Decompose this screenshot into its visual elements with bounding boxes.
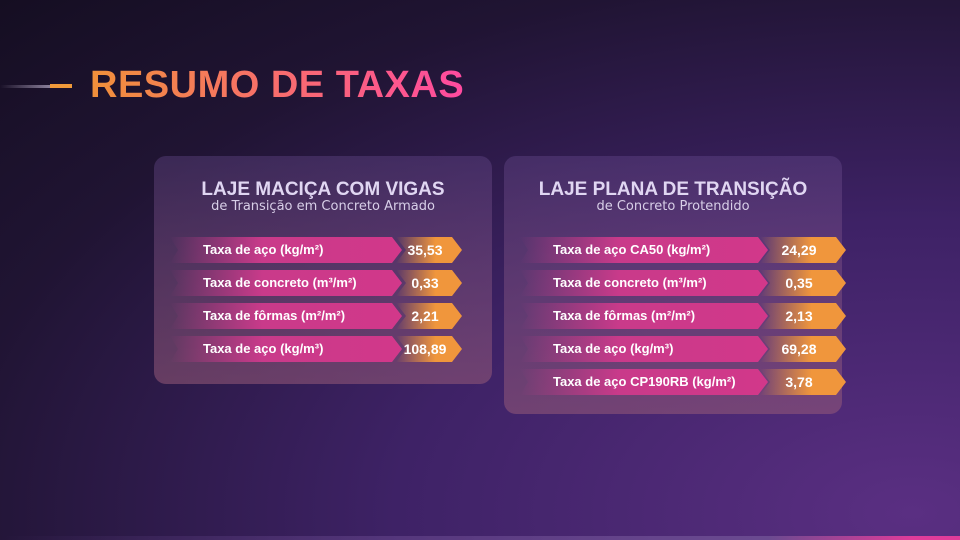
bottom-strip [0,536,960,540]
rate-bar [170,303,402,329]
card-laje-plana: LAJE PLANA DE TRANSIÇÃO de Concreto Prot… [504,156,842,414]
rate-label: Taxa de aço (kg/m³) [203,341,324,356]
rate-value: 2,13 [760,303,846,329]
rate-label: Taxa de aço (kg/m³) [553,341,674,356]
rate-label: Taxa de aço CA50 (kg/m²) [553,242,711,257]
rate-bar [170,237,402,263]
rate-value: 3,78 [760,369,846,395]
rate-label: Taxa de concreto (m³/m²) [553,275,707,290]
rate-bar [170,336,402,362]
rate-row: Taxa de aço CP190RB (kg/m²) 3,78 [520,369,846,395]
rate-row: Taxa de fôrmas (m²/m²) 2,13 [520,303,846,329]
rate-row: Taxa de aço (kg/m³) 69,28 [520,336,846,362]
rate-bar [520,237,768,263]
card-subtitle: de Concreto Protendido [596,199,750,214]
rate-label: Taxa de aço CP190RB (kg/m²) [553,374,736,389]
rate-row: Taxa de concreto (m³/m²) 0,33 [170,270,462,296]
rate-row: Taxa de concreto (m³/m²) 0,35 [520,270,846,296]
rate-label: Taxa de concreto (m³/m²) [203,275,357,290]
rate-row: Taxa de fôrmas (m²/m²) 2,21 [170,303,462,329]
rate-value: 35,53 [396,237,462,263]
rate-label: Taxa de fôrmas (m²/m²) [203,308,346,323]
card-title: LAJE PLANA DE TRANSIÇÃO [538,179,808,200]
accent-dash [50,84,72,88]
rate-bar [520,336,768,362]
page-title: RESUMO DE TAXAS [90,64,465,106]
rate-value: 108,89 [396,336,462,362]
rate-bar [170,270,402,296]
card-laje-macica: LAJE MACIÇA COM VIGAS de Transição em Co… [154,156,492,384]
rate-bar [520,270,768,296]
accent-line [0,85,50,88]
rate-value: 69,28 [760,336,846,362]
rate-bar [520,369,768,395]
card-title: LAJE MACIÇA COM VIGAS [201,179,445,200]
rate-row: Taxa de aço (kg/m³) 108,89 [170,336,462,362]
rate-label: Taxa de fôrmas (m²/m²) [553,308,696,323]
rate-value: 0,33 [396,270,462,296]
rate-value: 2,21 [396,303,462,329]
rate-row: Taxa de aço (kg/m²) 35,53 [170,237,462,263]
rate-value: 24,29 [760,237,846,263]
rate-label: Taxa de aço (kg/m²) [203,242,324,257]
rate-bar [520,303,768,329]
rate-value: 0,35 [760,270,846,296]
card-subtitle: de Transição em Concreto Armado [211,199,435,214]
rate-row: Taxa de aço CA50 (kg/m²) 24,29 [520,237,846,263]
